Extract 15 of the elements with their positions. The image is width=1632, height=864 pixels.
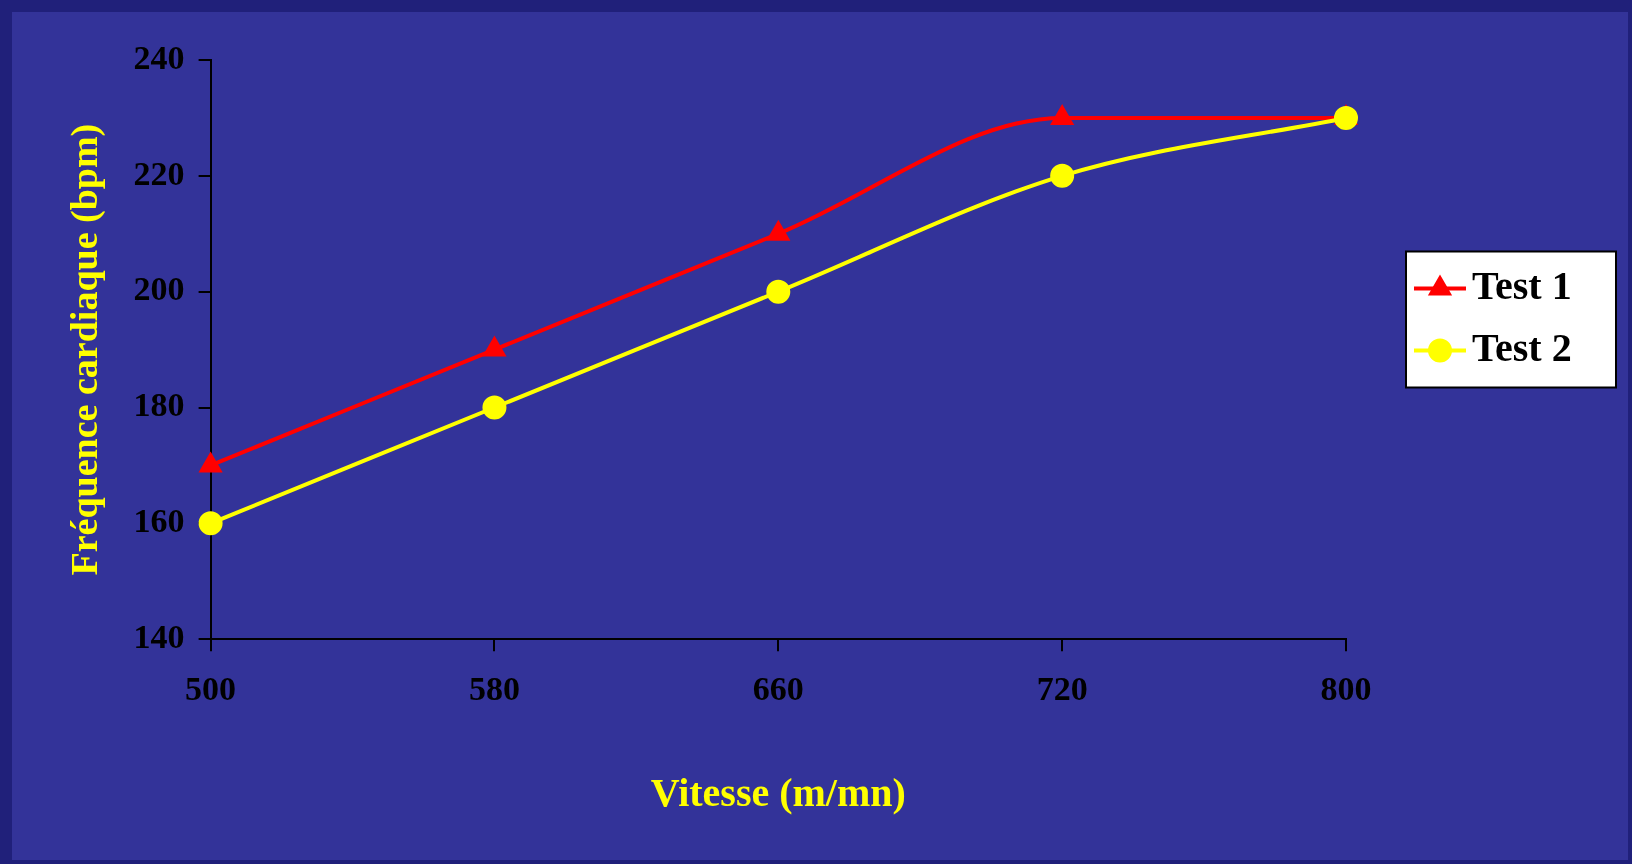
x-axis-title: Vitesse (m/mn) [650, 770, 906, 816]
x-tick-label: 500 [185, 670, 237, 708]
y-tick-label: 140 [133, 617, 185, 655]
legend-label: Test 2 [1472, 324, 1572, 370]
x-tick-label: 660 [752, 670, 804, 708]
y-tick-label: 180 [133, 386, 185, 424]
x-tick-label: 800 [1320, 670, 1372, 708]
y-tick-label: 160 [133, 502, 185, 540]
x-tick-label: 580 [468, 670, 520, 708]
y-tick-label: 220 [133, 154, 185, 192]
y-axis-title: Fréquence cardiaque (bpm) [62, 123, 106, 576]
y-tick-label: 240 [133, 38, 185, 76]
legend-label: Test 1 [1472, 262, 1572, 308]
y-tick-label: 200 [133, 270, 185, 308]
x-tick-label: 720 [1036, 670, 1088, 708]
